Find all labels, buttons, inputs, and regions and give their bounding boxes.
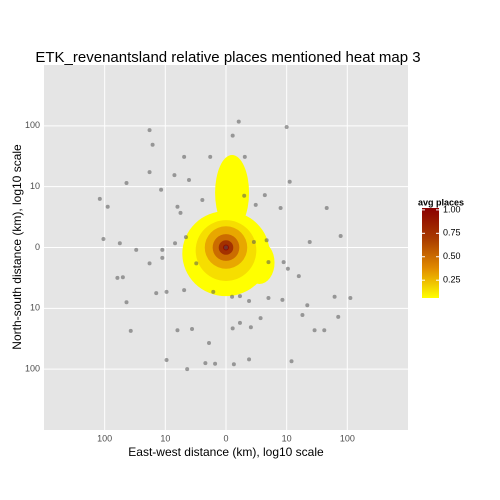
- point: [164, 358, 169, 363]
- point: [147, 128, 152, 133]
- point: [128, 328, 133, 333]
- point: [300, 313, 305, 318]
- y-tick-label: 100: [25, 364, 40, 374]
- x-tick-label: 10: [282, 433, 292, 443]
- x-tick-label: 10: [160, 433, 170, 443]
- point: [213, 361, 218, 366]
- y-tick-label: 100: [25, 120, 40, 130]
- point: [230, 133, 235, 138]
- point: [164, 289, 169, 294]
- point: [120, 275, 125, 280]
- point: [247, 299, 252, 304]
- point: [312, 328, 317, 333]
- point: [175, 204, 180, 209]
- point: [182, 288, 187, 293]
- point: [207, 341, 212, 346]
- point: [289, 359, 294, 364]
- legend-title: avg places: [418, 197, 464, 207]
- point: [230, 294, 235, 299]
- x-tick-label: 100: [340, 433, 355, 443]
- point: [237, 320, 242, 325]
- colorbar-label: 0.75: [443, 228, 461, 238]
- point: [262, 193, 267, 198]
- point: [280, 297, 285, 302]
- point: [159, 187, 164, 192]
- point: [332, 294, 337, 299]
- point: [208, 154, 213, 159]
- colorbar-label: 1.00: [443, 204, 461, 214]
- point: [285, 266, 290, 271]
- point: [264, 238, 269, 243]
- y-tick-label: 0: [35, 242, 40, 252]
- point: [124, 300, 129, 305]
- x-axis-label: East-west distance (km), log10 scale: [128, 445, 324, 459]
- point: [190, 327, 195, 332]
- colorbar-label: 0.25: [443, 275, 461, 285]
- point: [338, 233, 343, 238]
- point: [115, 275, 120, 280]
- point: [278, 205, 283, 210]
- point: [134, 247, 139, 252]
- point: [251, 240, 256, 245]
- point: [284, 125, 289, 130]
- point: [248, 325, 253, 330]
- point: [322, 328, 327, 333]
- heat-contour: [215, 155, 250, 231]
- point: [97, 196, 102, 201]
- x-tick-label: 100: [97, 433, 112, 443]
- x-tick-label: 0: [223, 433, 228, 443]
- point: [247, 357, 252, 362]
- point: [237, 294, 242, 299]
- point: [150, 142, 155, 147]
- point: [203, 361, 208, 366]
- point: [305, 303, 310, 308]
- point: [296, 274, 301, 279]
- point: [101, 236, 106, 241]
- point: [124, 181, 129, 186]
- colorbar: [422, 208, 439, 298]
- point: [307, 240, 312, 245]
- point: [230, 326, 235, 331]
- point: [348, 295, 353, 300]
- point: [281, 260, 286, 265]
- point: [242, 154, 247, 159]
- point: [186, 177, 191, 182]
- point: [147, 261, 152, 266]
- point: [154, 291, 159, 296]
- point: [266, 260, 271, 265]
- point: [178, 210, 183, 215]
- point: [185, 367, 190, 372]
- y-tick-label: 10: [30, 181, 40, 191]
- point: [147, 170, 152, 175]
- point: [182, 154, 187, 159]
- point: [173, 241, 178, 246]
- point: [231, 362, 236, 367]
- point: [211, 289, 216, 294]
- point: [200, 198, 205, 203]
- point: [324, 205, 329, 210]
- point: [117, 241, 122, 246]
- point: [105, 204, 110, 209]
- point: [266, 295, 271, 300]
- point: [183, 235, 188, 240]
- point: [236, 119, 241, 124]
- point: [194, 261, 199, 266]
- point: [224, 245, 228, 250]
- colorbar-label: 0.50: [443, 251, 461, 261]
- point: [172, 173, 177, 178]
- point: [336, 314, 341, 319]
- chart-title: ETK_revenantsland relative places mentio…: [35, 49, 420, 66]
- point: [287, 179, 292, 184]
- y-tick-label: 10: [30, 303, 40, 313]
- point: [242, 193, 247, 198]
- point: [258, 316, 263, 321]
- y-axis-label: North-south distance (km), log10 scale: [10, 144, 24, 350]
- point: [253, 202, 258, 207]
- point: [160, 247, 165, 252]
- point: [175, 328, 180, 333]
- point: [160, 255, 165, 260]
